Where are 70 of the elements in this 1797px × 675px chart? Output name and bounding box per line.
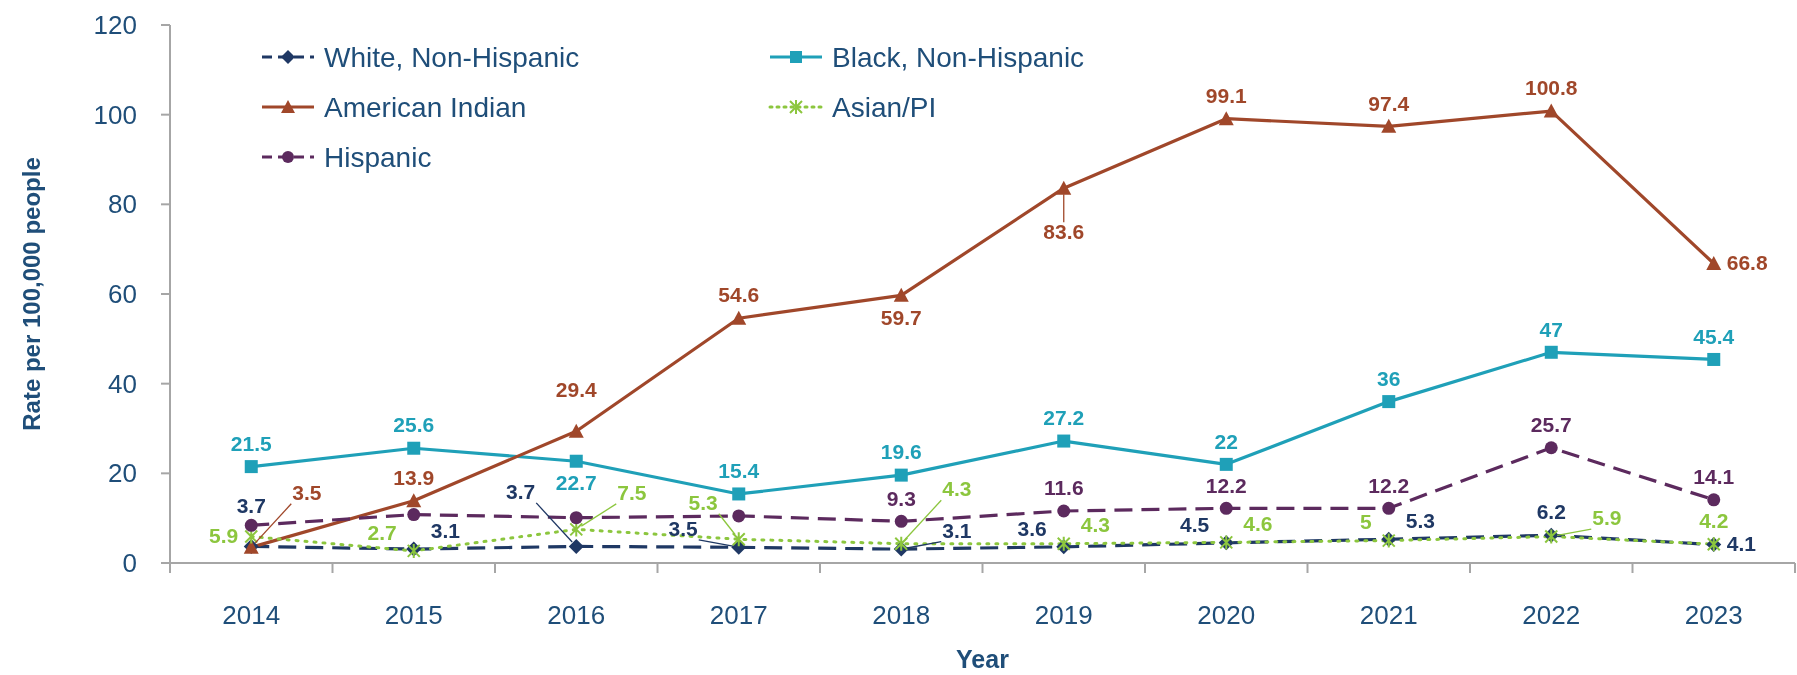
- data-label: 66.8: [1726, 251, 1768, 275]
- data-label: 54.6: [718, 283, 760, 307]
- x-tick-label: 2021: [1359, 600, 1418, 630]
- data-label: 4.2: [1699, 509, 1729, 533]
- data-label: 36: [1377, 366, 1401, 390]
- data-label: 5.9: [1592, 506, 1622, 530]
- data-label: 13.9: [393, 465, 435, 489]
- data-label: 27.2: [1043, 406, 1085, 430]
- data-label: 5: [1360, 510, 1373, 534]
- data-label: 5.9: [209, 524, 239, 548]
- x-tick-label: 2014: [222, 600, 281, 630]
- data-label: 19.6: [880, 440, 922, 464]
- data-label: 21.5: [230, 431, 273, 455]
- legend-label: Asian/PI: [832, 92, 937, 124]
- y-tick-label: 100: [93, 99, 137, 130]
- data-label: 5.3: [688, 490, 718, 514]
- x-tick-label: 2016: [547, 600, 606, 630]
- x-tick-label: 2022: [1522, 600, 1581, 630]
- data-label: 14.1: [1693, 465, 1735, 489]
- legend-label: Black, Non-Hispanic: [832, 42, 1085, 74]
- x-tick-label: 2023: [1684, 600, 1743, 630]
- data-label: 29.4: [555, 378, 598, 402]
- legend-label: White, Non-Hispanic: [324, 42, 580, 74]
- y-tick-label: 0: [122, 548, 137, 579]
- y-tick-label: 120: [93, 10, 137, 41]
- legend-label: American Indian: [324, 92, 527, 124]
- data-label: 4.5: [1180, 512, 1210, 536]
- y-tick-label: 20: [108, 458, 137, 489]
- data-label: 59.7: [880, 305, 922, 329]
- data-label: 100.8: [1524, 76, 1578, 100]
- data-label: 22: [1214, 429, 1238, 453]
- data-label: 9.3: [886, 486, 916, 510]
- data-label: 83.6: [1043, 220, 1085, 244]
- data-label: 4.6: [1243, 512, 1273, 536]
- data-label: 6.2: [1536, 500, 1566, 524]
- data-label: 3.5: [292, 481, 322, 505]
- y-tick-label: 80: [108, 189, 137, 220]
- data-label: 3.7: [236, 493, 266, 517]
- y-tick-label: 60: [108, 279, 137, 310]
- data-label: 47: [1539, 317, 1563, 341]
- data-label: 4.3: [1080, 513, 1110, 537]
- data-label: 45.4: [1693, 324, 1735, 348]
- y-axis-title: Rate per 100,000 people: [18, 157, 45, 431]
- data-label: 4.1: [1726, 532, 1757, 556]
- data-label: 7.5: [617, 481, 647, 505]
- data-label: 3.1: [942, 518, 972, 542]
- data-label: 15.4: [718, 459, 760, 483]
- data-label: 3.6: [1017, 516, 1047, 540]
- data-label: 4.3: [942, 477, 972, 501]
- x-tick-label: 2020: [1197, 600, 1256, 630]
- data-label: 12.2: [1205, 473, 1247, 497]
- x-tick-label: 2019: [1034, 600, 1093, 630]
- x-tick-label: 2015: [384, 600, 443, 630]
- data-label: 11.6: [1043, 476, 1084, 500]
- data-label: 97.4: [1368, 91, 1410, 115]
- y-tick-label: 40: [108, 368, 137, 399]
- legend-label: Hispanic: [324, 142, 432, 174]
- data-label: 5.3: [1405, 508, 1435, 532]
- data-label: 3.7: [506, 480, 536, 504]
- data-label: 25.6: [393, 413, 435, 437]
- data-label: 3.1: [430, 518, 461, 542]
- data-label: 3.5: [668, 517, 699, 541]
- x-axis-title: Year: [956, 645, 1010, 673]
- data-label: 2.7: [367, 520, 397, 544]
- data-label: 12.2: [1368, 473, 1410, 497]
- data-label: 99.1: [1205, 83, 1248, 107]
- data-label: 22.7: [555, 471, 597, 495]
- data-label: 25.7: [1530, 413, 1572, 436]
- x-tick-label: 2018: [872, 600, 931, 630]
- x-tick-label: 2017: [709, 600, 768, 630]
